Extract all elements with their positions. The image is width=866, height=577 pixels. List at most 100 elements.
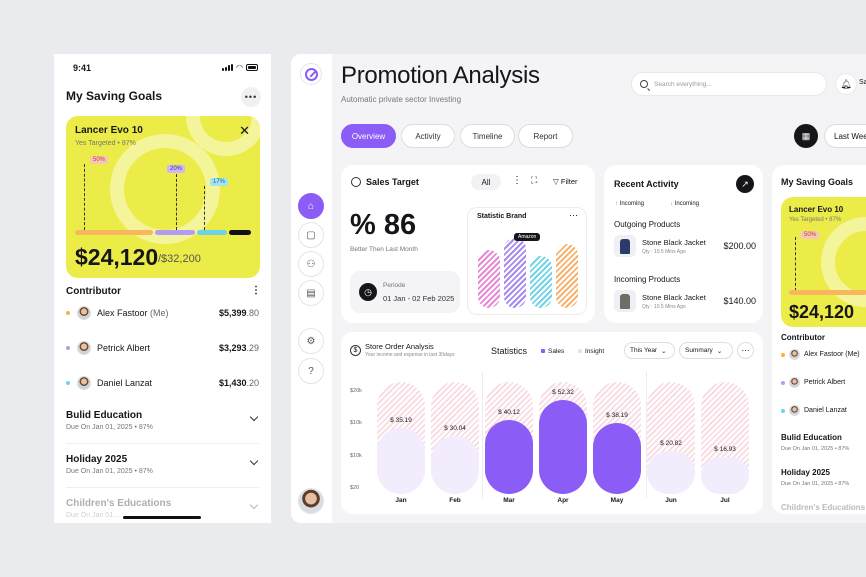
goal-accordion[interactable]: Bulid Education Due On Jan 01, 2025 • 87… — [66, 410, 259, 444]
saving-goals-panel: My Saving Goals Lancer Evo 10 Yes Target… — [772, 165, 866, 514]
contributor-row[interactable]: Petrick Albert $3,293.29 — [66, 341, 259, 355]
arrow-down-icon: ↓ — [670, 201, 673, 207]
marker-line — [84, 164, 85, 230]
brand-bar[interactable] — [504, 238, 526, 308]
contributor-name: Daniel Lanzat — [804, 407, 847, 414]
settings-icon[interactable]: ⚙ — [298, 328, 324, 354]
goal-accordion-sub: Due On Jan 01, 2025 • 87% — [781, 481, 850, 487]
contributor-title: Contributor — [781, 333, 825, 342]
bar-feb[interactable] — [431, 435, 479, 494]
goal-sub: Yes Targeted • 87% — [789, 217, 842, 223]
x-tick-label: Apr — [557, 497, 569, 504]
panel-title: My Saving Goals — [781, 177, 854, 187]
goal-card-lancer[interactable]: Lancer Evo 10 Yes Targeted • 87% ✕ 50% 2… — [66, 116, 260, 278]
goal-accordion-title[interactable]: Holiday 2025 — [781, 468, 830, 477]
x-tick-label: Mar — [503, 497, 515, 504]
page-title: My Saving Goals — [66, 89, 163, 103]
card-subtitle: Your income and expense in last 30days — [365, 352, 455, 358]
marker-pill: 20% — [167, 165, 186, 173]
contributor-more-icon[interactable]: ⋮ — [251, 285, 261, 296]
contributor-amount: $3,293.29 — [219, 343, 259, 353]
goal-name: Lancer Evo 10 — [789, 205, 844, 214]
brand-bar[interactable] — [556, 244, 578, 308]
goal-accordion[interactable]: Children's Educations Due On Jan 01... — [66, 498, 259, 523]
x-tick-label: May — [610, 497, 624, 504]
bar-value-label: $ 40.12 — [498, 408, 520, 416]
contributor-row[interactable]: Petrick Albert — [781, 377, 845, 388]
x-tick-label: Feb — [449, 497, 461, 504]
goal-accordion-sub: Due On Jan 01, 2025 • 87% — [66, 424, 153, 431]
brand-bar[interactable] — [478, 250, 500, 308]
search-input[interactable]: Search everything... — [631, 72, 827, 96]
contributor-name: Petrick Albert — [97, 343, 151, 353]
target-icon — [351, 177, 361, 187]
bar-mar[interactable] — [485, 419, 533, 494]
document-icon[interactable]: ▤ — [298, 280, 324, 306]
filter-label: Filter — [560, 177, 578, 186]
brand-bar[interactable] — [530, 256, 552, 308]
bell-icon[interactable]: 🔔︎ — [835, 73, 857, 95]
arrow-up-right-icon[interactable]: ↗ — [736, 175, 754, 193]
goal-card-lancer[interactable]: Lancer Evo 10 Yes Targeted • 87% 50% $24… — [781, 197, 866, 327]
bar-may[interactable] — [593, 422, 641, 494]
y-tick: $20 — [350, 485, 360, 491]
card-title: Recent Activity — [614, 179, 679, 189]
home-icon[interactable]: ⌂ — [298, 193, 324, 219]
contributor-amount: $1,430.20 — [219, 378, 259, 388]
help-icon[interactable]: ? — [298, 358, 324, 384]
user-name[interactable]: Sa — [859, 79, 866, 86]
more-horizontal-icon[interactable]: ⋯ — [569, 210, 578, 220]
chat-icon[interactable]: ▢ — [298, 222, 324, 248]
goal-accordion-title: Children's Educations — [66, 498, 172, 509]
filter-button[interactable]: ▽ Filter — [553, 177, 578, 186]
battery-icon — [246, 64, 258, 71]
tab-overview[interactable]: Overview — [341, 124, 396, 148]
bar-jan[interactable] — [377, 427, 425, 494]
product-name: Stone Black Jacket — [642, 292, 706, 302]
product-meta: Qty : 10.5 Mins Ago — [642, 303, 686, 310]
tab-timeline[interactable]: Timeline — [460, 124, 515, 148]
marker-pill: 17% — [210, 178, 229, 186]
more-vertical-icon[interactable]: ⋮ — [512, 175, 522, 186]
contributor-row[interactable]: Daniel Lanzat $1,430.20 — [66, 376, 259, 390]
user-avatar[interactable] — [298, 488, 324, 514]
progress-seg — [75, 230, 153, 235]
goal-accordion-title[interactable]: Bulid Education — [781, 433, 842, 442]
bar-jul[interactable] — [701, 456, 749, 494]
avatar — [789, 405, 800, 416]
period-select[interactable]: This Year ⌄ — [624, 342, 675, 359]
more-options-button[interactable]: ••• — [241, 87, 261, 107]
calendar-icon[interactable]: ▦ — [794, 124, 818, 148]
avatar — [77, 341, 91, 355]
card-title: Sales Target — [366, 177, 419, 187]
tab-activity[interactable]: Activity — [401, 124, 455, 148]
contributor-title: Contributor — [66, 286, 121, 297]
tab-report[interactable]: Report — [518, 124, 573, 148]
contributor-row[interactable]: Daniel Lanzat — [781, 405, 847, 416]
close-icon[interactable]: ✕ — [239, 123, 250, 138]
mode-select[interactable]: Summary ⌄ — [679, 342, 733, 359]
color-dot — [781, 352, 785, 357]
goal-accordion[interactable]: Holiday 2025 Due On Jan 01, 2025 • 87% — [66, 454, 259, 488]
amount-dec: .20 — [246, 378, 259, 388]
logo-icon[interactable] — [300, 63, 322, 85]
goal-accordion-title[interactable]: Children's Educations — [781, 503, 866, 512]
amount-int: $3,293 — [218, 343, 247, 353]
goal-progress-bar — [75, 230, 251, 235]
users-icon[interactable]: ⚇ — [298, 251, 324, 277]
bar-apr[interactable] — [539, 400, 587, 494]
goal-amount: $24,120 — [789, 302, 855, 322]
range-select[interactable]: Last Week — [824, 124, 866, 148]
x-tick-label: Jul — [720, 497, 730, 504]
store-order-card: $ Store Order Analysis Your income and e… — [341, 332, 763, 514]
marker-line — [176, 174, 177, 230]
clock-icon: ◷ — [359, 283, 377, 301]
contributor-row[interactable]: Alex Fastoor (Me) — [781, 349, 860, 360]
contributor-row[interactable]: Alex Fastoor (Me) $5,399.80 — [66, 306, 259, 320]
expand-icon[interactable]: ⛶ — [531, 175, 538, 185]
more-horizontal-icon[interactable]: ⋯ — [737, 342, 754, 359]
bar-jun[interactable] — [647, 450, 695, 494]
filter-all-chip[interactable]: All — [471, 174, 501, 190]
product-row[interactable]: Stone Black Jacket Qty : 10.5 Mins Ago $2… — [614, 235, 756, 257]
product-row[interactable]: Stone Black Jacket Qty : 10.5 Mins Ago $1… — [614, 290, 756, 312]
